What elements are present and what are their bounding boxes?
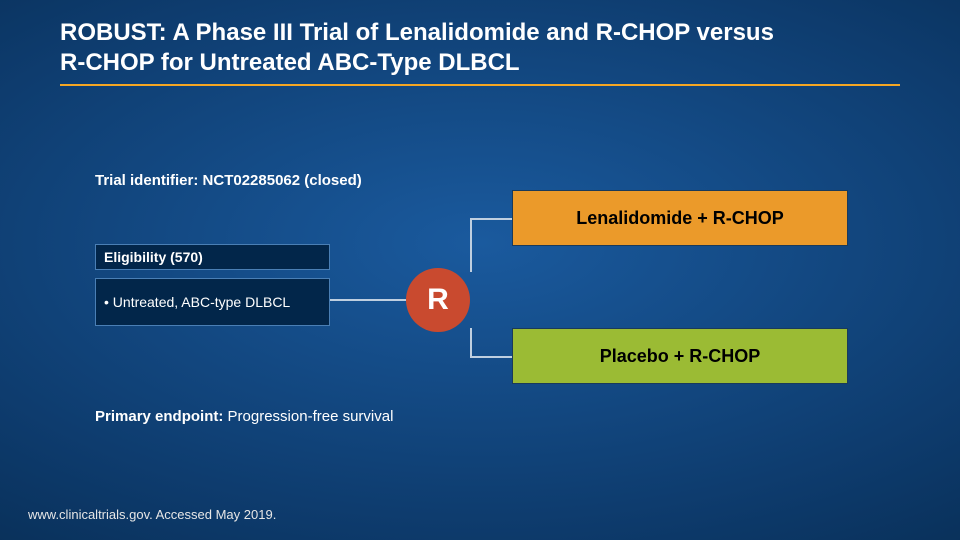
connector-to-top-arm — [470, 218, 512, 220]
title-underline — [60, 84, 900, 86]
slide-title: ROBUST: A Phase III Trial of Lenalidomid… — [60, 18, 900, 86]
primary-endpoint: Primary endpoint: Progression-free survi… — [95, 408, 393, 425]
trial-identifier: Trial identifier: NCT02285062 (closed) — [95, 172, 362, 189]
connector-r-down — [470, 328, 472, 356]
connector-r-up — [470, 218, 472, 272]
title-line-2: R-CHOP for Untreated ABC-Type DLBCL — [60, 48, 900, 78]
title-line-1: ROBUST: A Phase III Trial of Lenalidomid… — [60, 18, 900, 48]
connector-to-bottom-arm — [470, 356, 512, 358]
footer-citation: www.clinicaltrials.gov. Accessed May 201… — [28, 507, 276, 522]
arm-top: Lenalidomide + R-CHOP — [512, 190, 848, 246]
trial-identifier-label: Trial identifier: — [95, 172, 198, 189]
primary-endpoint-label: Primary endpoint: — [95, 408, 223, 425]
eligibility-body: • Untreated, ABC-type DLBCL — [95, 278, 330, 326]
trial-identifier-value: NCT02285062 (closed) — [203, 172, 362, 189]
connector-elig-to-r — [330, 299, 408, 301]
primary-endpoint-value: Progression-free survival — [228, 408, 394, 425]
eligibility-header: Eligibility (570) — [95, 244, 330, 270]
arm-bottom: Placebo + R-CHOP — [512, 328, 848, 384]
randomize-node: R — [406, 268, 470, 332]
